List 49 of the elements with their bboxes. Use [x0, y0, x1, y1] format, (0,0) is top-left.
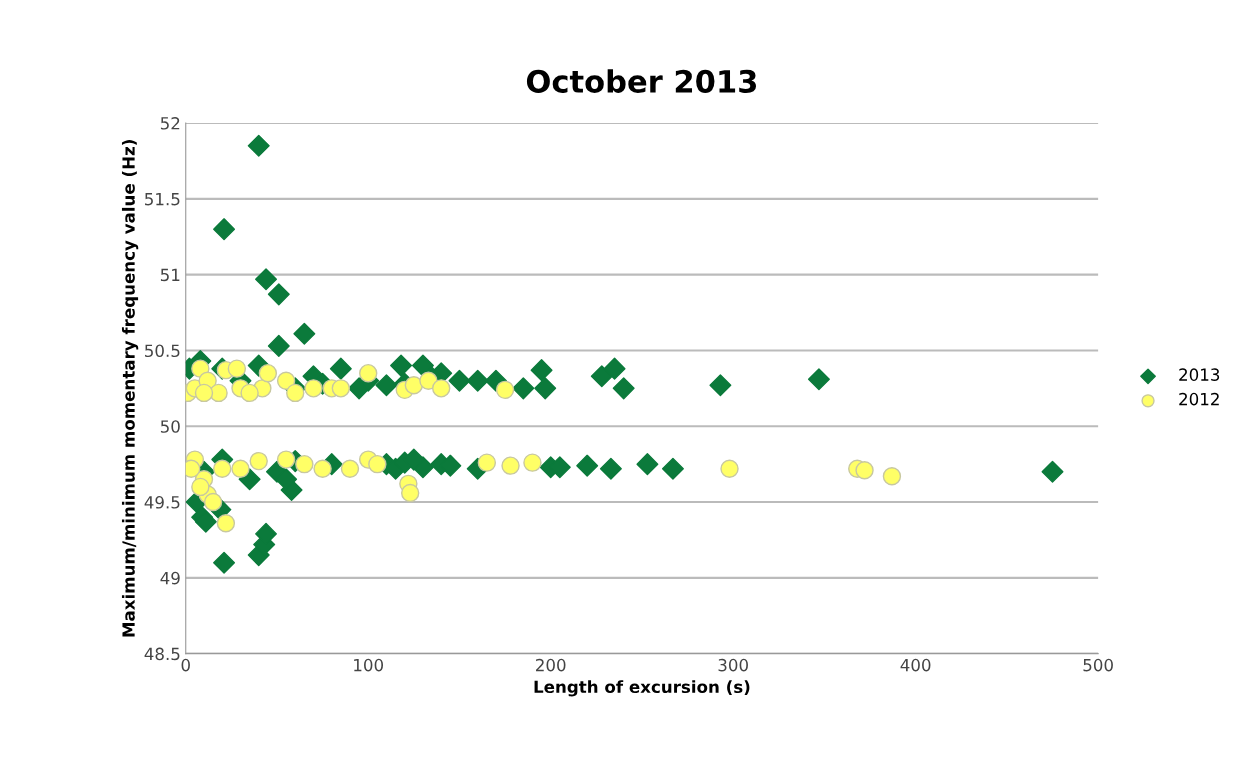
point [213, 459, 232, 478]
y-tick-label: 51 [160, 268, 180, 282]
point [855, 461, 874, 480]
point [882, 467, 902, 486]
chart-title: October 2013 [526, 69, 757, 93]
point [720, 459, 739, 478]
point [400, 483, 420, 503]
y-tick-label: 49.5 [144, 496, 180, 509]
legend-label: 2012 [1179, 392, 1219, 406]
point [523, 453, 542, 472]
x-tick-label: 100 [354, 658, 384, 672]
point [231, 459, 250, 478]
point [340, 459, 360, 478]
point [240, 383, 259, 403]
x-tick-label: 0 [181, 658, 190, 672]
point [276, 450, 296, 469]
point [368, 454, 387, 474]
y-tick-label: 52 [160, 117, 180, 130]
x-tick-label: 300 [718, 658, 748, 672]
y-tick-label: 50.5 [145, 344, 180, 358]
point [404, 376, 424, 395]
point [495, 380, 515, 400]
point [331, 379, 351, 398]
legend-label: 2013 [1179, 368, 1220, 381]
point [359, 363, 378, 383]
point [203, 492, 223, 512]
y-tick-label: 48.5 [144, 647, 180, 661]
point [227, 359, 247, 378]
y-axis-title: Maximum/minimum momentary frequency value (Hz) [121, 140, 139, 637]
point [313, 459, 332, 478]
point [477, 453, 497, 472]
y-tick-label: 50 [160, 420, 180, 433]
x-axis-title: Length of excursion (s) [534, 680, 750, 697]
point [276, 371, 296, 390]
point [249, 451, 268, 471]
point [286, 383, 305, 403]
point [191, 477, 210, 497]
point [295, 454, 314, 474]
x-tick-label: 500 [1083, 658, 1113, 672]
point [432, 379, 451, 398]
point [258, 363, 278, 383]
point [194, 383, 214, 403]
x-tick-label: 200 [536, 658, 566, 672]
point [501, 456, 520, 475]
y-tick-label: 49 [160, 571, 180, 585]
point [216, 514, 236, 533]
y-tick-label: 51.5 [145, 193, 180, 206]
point [304, 379, 323, 398]
x-tick-label: 400 [900, 658, 931, 672]
